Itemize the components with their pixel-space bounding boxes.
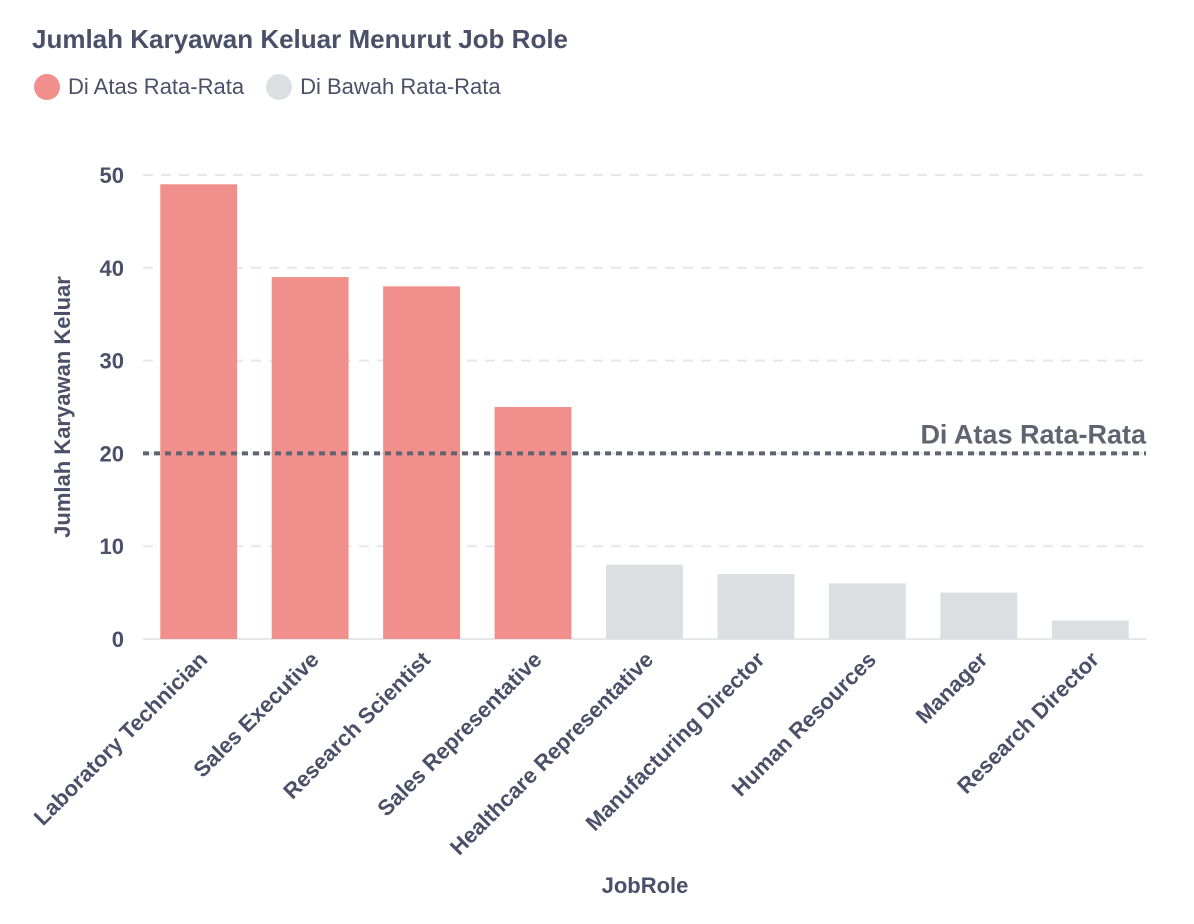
legend-label-below: Di Bawah Rata-Rata [300, 74, 501, 99]
chart-title-text: Jumlah Karyawan Keluar Menurut Job Role [32, 24, 569, 54]
bar-research-scientist [383, 286, 461, 639]
legend: Di Atas Rata-Rata Di Bawah Rata-Rata [34, 74, 523, 100]
bar-human-resources [828, 583, 906, 639]
legend-label-above: Di Atas Rata-Rata [68, 74, 245, 99]
x-tick-label: Laboratory Technician [29, 647, 212, 830]
bar-research-director [1051, 620, 1129, 639]
y-axis-title: Jumlah Karyawan Keluar [50, 276, 75, 538]
x-tick-label: Healthcare Representative [445, 647, 658, 860]
bar-manufacturing-director [717, 574, 795, 639]
legend-item-above: Di Atas Rata-Rata [34, 74, 244, 100]
y-tick-label: 0 [112, 627, 124, 652]
x-tick-label: Manager [911, 647, 993, 729]
bar-laboratory-technician [160, 184, 238, 639]
y-tick-label: 40 [100, 256, 124, 281]
reference-line-group: Di Atas Rata-Rata [143, 419, 1147, 456]
x-tick-label: Manufacturing Director [581, 647, 770, 836]
bar-sales-representative [494, 407, 572, 639]
legend-swatch-above [34, 74, 60, 100]
y-tick-label: 10 [100, 534, 124, 559]
bars [160, 184, 1129, 639]
y-tick-label: 50 [100, 163, 124, 188]
bar-sales-executive [271, 277, 349, 639]
reference-line-label: Di Atas Rata-Rata [920, 419, 1147, 449]
bar-manager [940, 592, 1018, 639]
y-tick-label: 20 [100, 441, 124, 466]
y-tick-label: 30 [100, 349, 124, 374]
y-tick-labels: 0 10 20 30 40 50 [100, 163, 124, 652]
legend-item-below: Di Bawah Rata-Rata [266, 74, 501, 100]
legend-swatch-below [266, 74, 293, 100]
bar-healthcare-representative [606, 564, 683, 639]
x-axis-title: JobRole [602, 873, 689, 898]
